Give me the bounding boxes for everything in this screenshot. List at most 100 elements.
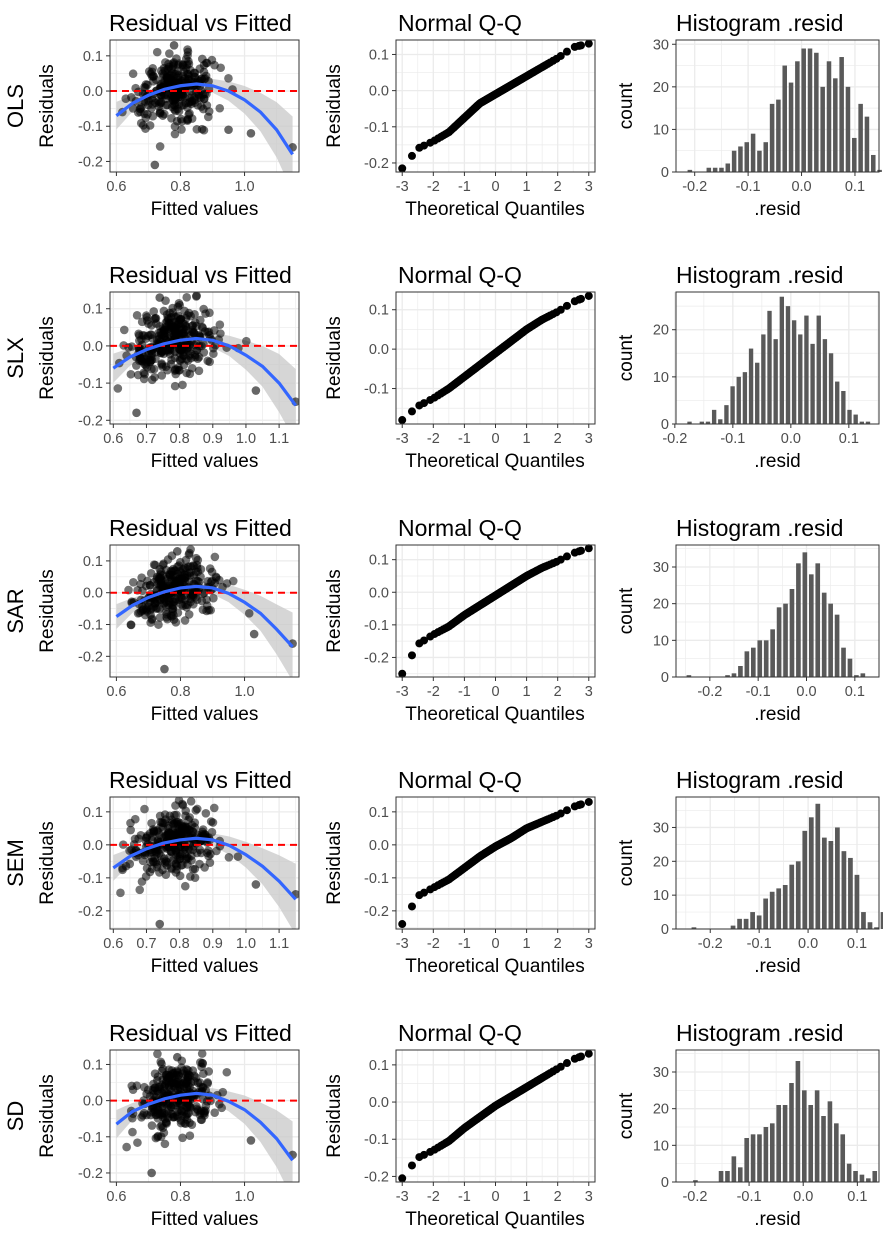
y-tick-label: 0 (661, 1175, 669, 1191)
x-tick-label: -3 (396, 1189, 409, 1205)
y-tick-label: 0 (661, 922, 669, 938)
histogram-bars (687, 296, 871, 424)
histogram-bar (802, 830, 808, 929)
normal-qq-panel: -3 -2 -1 0 1 2 3 -0.2 -0.1 0.0 0.1 Normal Q-Q Theore… (324, 767, 596, 977)
histogram-bar (864, 116, 870, 172)
data-point (180, 320, 190, 329)
x-tick-label: 1.0 (234, 179, 254, 195)
data-point (174, 298, 184, 308)
y-tick-label: 30 (653, 560, 669, 576)
x-axis-label: Fitted values (151, 1209, 259, 1230)
data-point (153, 1086, 162, 1095)
data-point (197, 1050, 207, 1058)
data-point (207, 827, 217, 837)
x-tick-label: 0.8 (170, 936, 190, 952)
x-tick-label: -0.1 (737, 1189, 762, 1205)
data-point (128, 69, 138, 79)
qq-tail-point (570, 42, 579, 51)
histogram-bar (833, 78, 838, 172)
data-point (185, 1131, 195, 1141)
y-tick-label: -0.2 (78, 649, 103, 665)
data-point (153, 604, 162, 613)
y-tick-label: 30 (653, 1065, 669, 1081)
data-point (156, 581, 166, 590)
data-point (218, 1087, 228, 1097)
histogram-bar (686, 675, 692, 677)
histogram-bar (834, 614, 840, 677)
data-point (138, 856, 148, 866)
histogram-bar (750, 647, 756, 677)
histogram-bar (776, 888, 782, 929)
data-point (128, 578, 138, 587)
outlier-point (251, 386, 261, 395)
panel-title: Normal Q-Q (398, 515, 522, 541)
data-point (149, 560, 159, 569)
data-point (199, 1069, 208, 1078)
data-point (140, 369, 149, 379)
panel-title: Normal Q-Q (398, 767, 522, 793)
smooth-fit-line (115, 82, 294, 156)
qq-point (562, 806, 571, 815)
data-point (184, 308, 194, 318)
histogram-bar (770, 629, 775, 677)
qq-point (562, 47, 571, 56)
x-tick-label: -3 (396, 431, 409, 447)
histogram-bar (782, 885, 788, 929)
data-point (177, 849, 186, 859)
y-tick-label: 10 (653, 1138, 669, 1154)
x-tick-label: -0.2 (698, 936, 723, 952)
histogram-bar (798, 334, 803, 424)
data-point (182, 293, 192, 302)
x-tick-label: 2 (554, 1189, 562, 1205)
data-point (182, 827, 192, 837)
y-tick-label: 0.0 (83, 1094, 103, 1110)
data-point (184, 342, 194, 352)
x-tick-label: 0.0 (781, 431, 801, 447)
y-tick-label: -0.1 (78, 1130, 103, 1146)
histogram-bar (841, 851, 847, 929)
x-tick-label: -1 (458, 179, 471, 195)
histogram-bar (693, 1180, 698, 1182)
panel-border (395, 796, 596, 930)
x-tick-label: -3 (396, 179, 409, 195)
qq-tail-point (398, 1174, 407, 1183)
histogram-bar (769, 891, 775, 929)
axis-ticks: -3 -2 -1 0 1 2 3 -0.1 0.0 0.1 (364, 303, 593, 447)
y-axis-label: Residuals (324, 569, 345, 652)
data-point (170, 328, 180, 338)
x-tick-label: 1 (523, 936, 531, 952)
y-axis-label: Residuals (37, 821, 58, 904)
data-point (190, 818, 200, 827)
y-tick-label: 30 (653, 37, 669, 53)
x-tick-label: -2 (427, 684, 440, 700)
data-point (193, 563, 202, 573)
x-tick-label: 0.8 (170, 179, 190, 195)
histogram-bar (841, 391, 846, 424)
histogram-bar (730, 386, 735, 424)
data-point (134, 329, 143, 339)
histogram-bar (725, 1171, 730, 1182)
histogram-bar (718, 419, 723, 424)
data-point (139, 1108, 149, 1118)
data-point (163, 365, 172, 375)
histogram-bar (835, 827, 840, 929)
histogram-bar (767, 310, 772, 424)
y-tick-label: 0 (661, 165, 669, 181)
qq-point (562, 1059, 571, 1068)
histogram-bar (848, 857, 853, 929)
y-tick-label: 0.1 (369, 47, 389, 63)
x-tick-label: 0.1 (847, 1189, 867, 1205)
panel-title: Residual vs Fitted (109, 515, 292, 541)
data-point (197, 54, 207, 64)
qq-points (398, 544, 593, 678)
y-tick-label: 0.1 (369, 553, 389, 569)
data-point (215, 103, 225, 113)
histogram-bar (744, 142, 750, 172)
y-tick-label: -0.2 (364, 904, 389, 920)
data-point (149, 827, 159, 836)
histogram-bar (877, 169, 882, 172)
qq-tail-point (398, 164, 407, 173)
histogram-bar (840, 1134, 846, 1182)
qq-point (407, 902, 416, 911)
histogram-bar (731, 673, 737, 677)
